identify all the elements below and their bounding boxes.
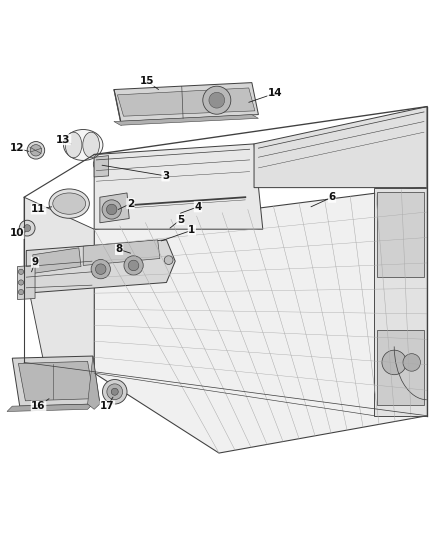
Circle shape	[102, 379, 127, 404]
Text: 1: 1	[188, 225, 195, 235]
Circle shape	[18, 269, 24, 274]
Polygon shape	[33, 248, 81, 273]
Circle shape	[124, 256, 143, 275]
Text: 3: 3	[162, 171, 169, 181]
Text: 10: 10	[9, 229, 24, 238]
Circle shape	[382, 350, 406, 375]
Polygon shape	[374, 188, 427, 416]
Circle shape	[203, 86, 231, 114]
Polygon shape	[100, 193, 129, 223]
Polygon shape	[254, 107, 427, 188]
Polygon shape	[117, 88, 255, 116]
Text: 13: 13	[56, 135, 71, 144]
Polygon shape	[94, 144, 263, 229]
Text: 2: 2	[127, 199, 134, 208]
Polygon shape	[18, 265, 35, 300]
Polygon shape	[88, 356, 100, 409]
Circle shape	[111, 388, 118, 395]
Text: 15: 15	[139, 76, 154, 86]
Polygon shape	[94, 156, 109, 177]
Text: 9: 9	[32, 257, 39, 267]
Circle shape	[27, 142, 45, 159]
Text: 6: 6	[328, 192, 336, 202]
Circle shape	[24, 224, 31, 232]
Polygon shape	[12, 356, 100, 406]
Polygon shape	[377, 192, 424, 277]
Circle shape	[209, 92, 225, 108]
Ellipse shape	[64, 130, 103, 160]
Circle shape	[128, 260, 139, 271]
Polygon shape	[114, 90, 122, 125]
Polygon shape	[114, 83, 258, 122]
Circle shape	[102, 200, 121, 219]
Ellipse shape	[83, 132, 99, 158]
Text: 5: 5	[177, 215, 184, 224]
Text: 4: 4	[194, 202, 201, 212]
Circle shape	[107, 384, 123, 400]
Circle shape	[164, 256, 173, 264]
Text: 11: 11	[31, 204, 46, 214]
Circle shape	[106, 204, 117, 215]
Ellipse shape	[53, 193, 86, 214]
Circle shape	[91, 260, 110, 279]
Ellipse shape	[65, 132, 82, 158]
Circle shape	[18, 289, 24, 295]
Polygon shape	[83, 240, 160, 265]
Text: 17: 17	[100, 401, 115, 411]
Circle shape	[18, 280, 24, 285]
Polygon shape	[94, 187, 427, 453]
Text: 14: 14	[268, 88, 283, 98]
Text: 16: 16	[31, 401, 46, 411]
Polygon shape	[114, 115, 258, 125]
Circle shape	[93, 158, 106, 171]
Circle shape	[95, 264, 106, 274]
Circle shape	[19, 220, 35, 236]
Circle shape	[30, 144, 42, 156]
Polygon shape	[24, 197, 94, 373]
Polygon shape	[26, 240, 175, 293]
Text: 12: 12	[9, 143, 24, 153]
Polygon shape	[377, 330, 424, 405]
Polygon shape	[7, 404, 93, 411]
Polygon shape	[18, 361, 94, 401]
Circle shape	[403, 354, 420, 371]
Text: 8: 8	[116, 245, 123, 254]
Ellipse shape	[49, 189, 89, 219]
